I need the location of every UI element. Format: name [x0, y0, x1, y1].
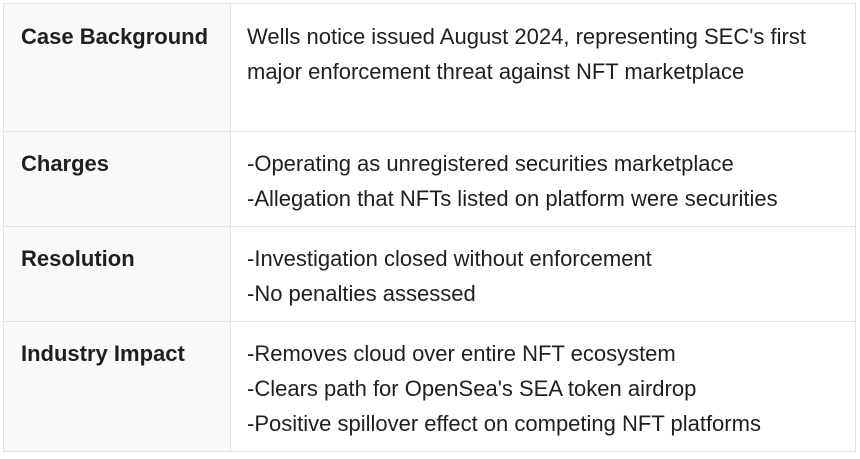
row-label: Charges [3, 131, 231, 227]
value-line: -Positive spillover effect on competing … [247, 411, 761, 436]
table-row-case-background: Case Background Wells notice issued Augu… [3, 3, 856, 132]
table-row-resolution: Resolution -Investigation closed without… [3, 226, 856, 322]
row-value: -Operating as unregistered securities ma… [230, 131, 856, 227]
value-line: -Allegation that NFTs listed on platform… [247, 186, 778, 211]
value-line: -No penalties assessed [247, 281, 476, 306]
table-row-industry-impact: Industry Impact -Removes cloud over enti… [3, 321, 856, 452]
row-value: -Removes cloud over entire NFT ecosystem… [230, 321, 856, 452]
value-line: -Investigation closed without enforcemen… [247, 246, 652, 271]
value-text: Wells notice issued August 2024, represe… [247, 24, 806, 84]
value-line: -Operating as unregistered securities ma… [247, 151, 734, 176]
table-row-charges: Charges -Operating as unregistered secur… [3, 131, 856, 227]
row-label: Resolution [3, 226, 231, 322]
row-label: Case Background [3, 3, 231, 132]
row-value: -Investigation closed without enforcemen… [230, 226, 856, 322]
case-summary-table: Case Background Wells notice issued Augu… [3, 3, 856, 452]
row-value: Wells notice issued August 2024, represe… [230, 3, 856, 132]
value-line: -Removes cloud over entire NFT ecosystem [247, 341, 676, 366]
value-line: -Clears path for OpenSea's SEA token air… [247, 376, 697, 401]
row-label: Industry Impact [3, 321, 231, 452]
